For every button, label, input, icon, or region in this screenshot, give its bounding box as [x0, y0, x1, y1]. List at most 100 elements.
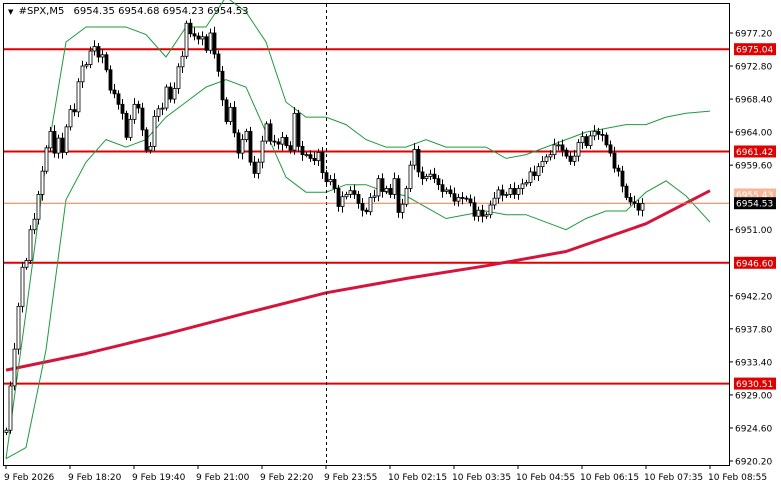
candle-body-down [104, 54, 109, 71]
candle-body-down [460, 197, 465, 199]
candle-body-down [596, 130, 601, 135]
candlestick-series [4, 18, 645, 436]
candle-body-down [448, 189, 453, 195]
bollinger-band-layer [5, 0, 711, 460]
y-tick-label: 6937.80 [735, 325, 772, 335]
level-price-label: 6975.04 [736, 46, 773, 56]
candle-body-up [180, 55, 185, 68]
candle-body-up [540, 160, 545, 168]
x-tick-label: 9 Feb 23:55 [324, 473, 377, 483]
candle-body-down [600, 133, 605, 136]
candle-body-up [16, 305, 21, 350]
candle-body-up [260, 140, 265, 163]
candle-body-down [440, 184, 445, 192]
candle-body-down [352, 190, 357, 195]
candle-body-up [148, 145, 153, 151]
candle-body-down [116, 93, 121, 105]
level-price-label-bg [734, 145, 776, 158]
y-tick-label: 6924.60 [735, 424, 772, 434]
bollinger-lower-band [5, 79, 711, 460]
candle-body-up [304, 154, 309, 157]
candle-body-down [564, 149, 569, 157]
candle-body-down [72, 109, 77, 113]
plot-frame [3, 3, 730, 466]
ohlc-values: 6954.35 6954.68 6954.23 6954.53 [74, 6, 249, 17]
candle-body-up [476, 209, 481, 217]
candle-body-up [504, 194, 509, 196]
candle-body-down [560, 144, 565, 151]
candle-body-up [56, 137, 61, 154]
level-lines [4, 48, 729, 385]
moving-average-layer [5, 189, 711, 372]
candle-body-down [416, 148, 421, 173]
candle-body-up [156, 108, 161, 117]
candle-body-down [52, 130, 57, 154]
x-tick-label: 10 Feb 08:55 [708, 473, 767, 483]
x-tick-label: 9 Feb 2026 [4, 473, 55, 483]
candle-body-up [340, 196, 345, 207]
candle-body-down [312, 157, 317, 162]
candle-body-up [4, 429, 9, 433]
x-tick-label: 10 Feb 04:55 [516, 473, 575, 483]
candle-body-down [512, 188, 517, 195]
candle-body-up [408, 164, 413, 189]
candle-body-down [120, 103, 125, 114]
candle-body-up [44, 147, 49, 172]
candle-body-down [296, 112, 301, 147]
candle-body-down [124, 112, 129, 138]
candle-body-up [160, 107, 165, 110]
candle-body-up [444, 189, 449, 192]
candle-body-down [268, 123, 273, 142]
candle-body-up [88, 50, 93, 65]
candle-body-down [336, 188, 341, 207]
candle-body-up [520, 183, 525, 189]
candle-body-down [480, 209, 485, 217]
candle-body-up [256, 161, 261, 174]
level-price-label: 6961.42 [736, 148, 773, 158]
candle-body-up [516, 188, 521, 195]
candle-body-up [392, 178, 397, 195]
candle-body-down [632, 201, 637, 204]
x-tick-label: 9 Feb 21:00 [196, 473, 250, 483]
candle-body-up [176, 66, 181, 89]
candle-body-down [204, 36, 209, 51]
x-tick-label: 10 Feb 07:35 [644, 473, 703, 483]
candle-body-up [524, 182, 529, 185]
candle-body-up [492, 197, 497, 206]
candle-body-up [404, 188, 409, 205]
candle-body-up [556, 144, 561, 147]
candle-body-down [636, 203, 641, 211]
candle-body-down [188, 22, 193, 35]
y-tick-label: 6964.00 [735, 129, 772, 139]
candle-body-up [32, 218, 37, 231]
x-tick-label: 10 Feb 02:15 [388, 473, 447, 483]
y-tick-label: 6929.00 [735, 391, 772, 401]
candle-body-up [488, 204, 493, 216]
candle-body-up [640, 203, 645, 211]
candle-body-up [496, 189, 501, 199]
candle-body-up [264, 123, 269, 142]
candle-body-down [276, 141, 281, 145]
candle-body-down [168, 86, 173, 100]
candle-body-down [360, 203, 365, 211]
candle-body-up [152, 115, 157, 147]
candle-body-up [92, 46, 97, 52]
candle-body-up [508, 188, 513, 195]
candle-body-down [364, 209, 369, 213]
y-tick-label: 6942.20 [735, 292, 772, 302]
candle-body-up [76, 81, 81, 113]
candle-body-down [320, 151, 325, 174]
candle-body-up [240, 139, 245, 154]
candle-body-up [164, 86, 169, 109]
y-tick-label: 6951.00 [735, 226, 772, 236]
level-price-label-bg [734, 377, 776, 390]
candle-body-down [396, 178, 401, 213]
candle-body-down [236, 132, 241, 154]
candle-body-up [208, 32, 213, 51]
candle-body-up [80, 65, 85, 83]
level-price-label: 6930.51 [736, 380, 773, 390]
candle-body-down [332, 179, 337, 189]
candle-body-up [100, 54, 105, 58]
